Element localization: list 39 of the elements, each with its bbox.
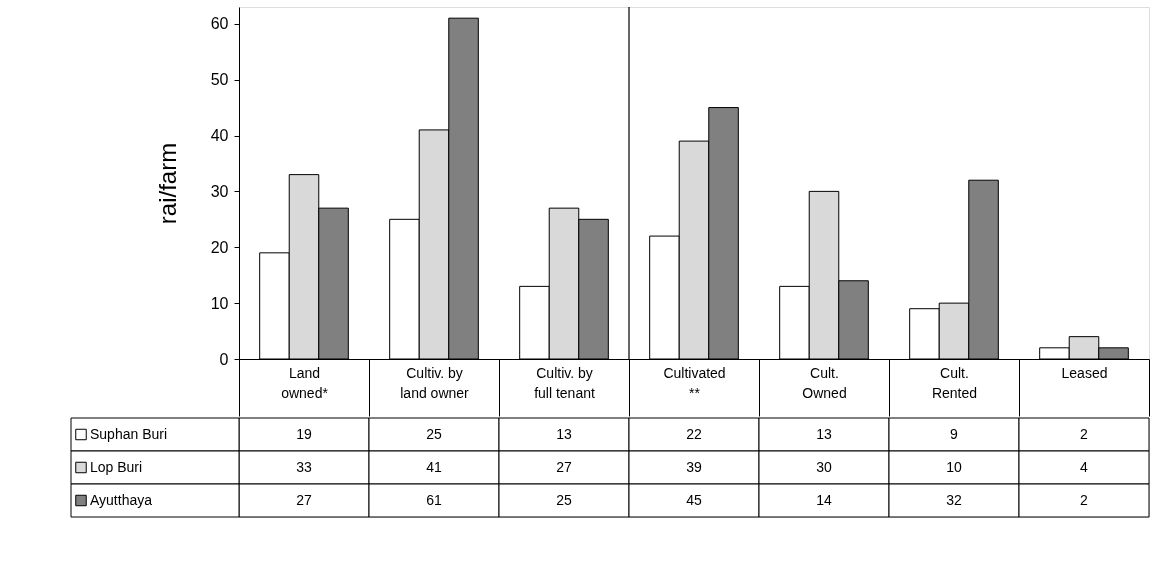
y-tick-label: 50 [210,71,229,89]
y-tick-label: 30 [210,182,229,200]
legend-label: Lop Buri [90,458,143,475]
data-label: 33 [296,458,312,475]
x-tick-label: Cult. Owned [802,364,847,401]
data-label: 41 [426,458,442,475]
data-label: 2 [1080,491,1089,508]
x-tick-label: Cultiv. by full tenant [534,364,595,401]
data-label: 30 [816,458,832,475]
x-tick-label: Leased [1061,364,1108,381]
x-tick-label: Land owned* [281,364,329,401]
data-label: 22 [686,425,702,442]
y-tick-label: 10 [210,294,229,312]
data-label: 4 [1080,458,1089,475]
data-label: 25 [426,425,442,442]
data-label: 19 [296,425,312,442]
legend-label: Ayutthaya [90,491,153,508]
y-tick-label: 20 [210,238,229,256]
data-label: 61 [426,491,442,508]
data-label: 27 [556,458,572,475]
data-label: 25 [556,491,572,508]
data-label: 45 [686,491,702,508]
data-label: 14 [816,491,832,508]
y-tick-label: 0 [219,350,229,368]
data-label: 32 [946,491,962,508]
legend-label: Suphan Buri [90,425,168,442]
y-tick-label: 60 [210,15,229,33]
data-label: 27 [296,491,312,508]
x-tick-label: Cultiv. by land owner [400,364,470,401]
data-label: 2 [1080,425,1089,442]
data-label: 9 [950,425,959,442]
data-label: 13 [556,425,572,442]
x-tick-label: Cultivated ** [663,364,726,401]
data-label: 13 [816,425,832,442]
data-label: 39 [686,458,702,475]
y-axis-title: rai/farm [153,142,181,225]
data-label: 10 [946,458,962,475]
x-tick-label: Cult. Rented [931,364,978,401]
y-tick-label: 40 [210,127,229,145]
